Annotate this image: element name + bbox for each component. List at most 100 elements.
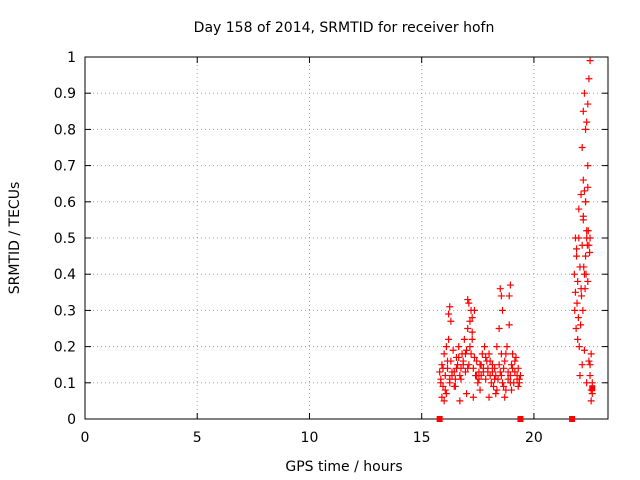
- data-point: [506, 372, 514, 380]
- data-point: [584, 183, 592, 191]
- data-point: [463, 390, 471, 398]
- data-point: [575, 343, 583, 351]
- data-point: [582, 198, 590, 206]
- data-point: [464, 296, 472, 304]
- data-point: [495, 361, 503, 369]
- data-point: [438, 361, 446, 369]
- data-point: [438, 393, 446, 401]
- data-point: [491, 375, 499, 383]
- y-tick-label: 0.5: [54, 231, 76, 247]
- data-point: [487, 379, 495, 387]
- data-point: [482, 375, 490, 383]
- data-point: [484, 364, 492, 372]
- data-point: [574, 314, 582, 322]
- data-point: [499, 306, 507, 314]
- data-point: [473, 357, 481, 365]
- data-point: [514, 382, 522, 390]
- y-tick-label: 0: [67, 412, 76, 428]
- data-point: [465, 299, 473, 307]
- data-point: [583, 241, 591, 249]
- data-point: [444, 357, 452, 365]
- data-point: [455, 353, 463, 361]
- data-point: [579, 176, 587, 184]
- x-tick-label: 10: [301, 430, 319, 446]
- data-point: [493, 343, 501, 351]
- data-point: [511, 357, 519, 365]
- data-point: [479, 368, 487, 376]
- data-point: [584, 277, 592, 285]
- data-point: [474, 379, 482, 387]
- data-point: [571, 288, 579, 296]
- data-point: [456, 372, 464, 380]
- data-point: [449, 346, 457, 354]
- data-point: [586, 234, 594, 242]
- data-point-square: [436, 416, 443, 422]
- data-point: [507, 361, 515, 369]
- y-tick-label: 0.9: [54, 86, 76, 102]
- data-point: [585, 75, 593, 83]
- data-point: [502, 350, 510, 358]
- data-point: [469, 393, 477, 401]
- data-point: [578, 292, 586, 300]
- data-point-square: [569, 416, 576, 422]
- data-point: [499, 379, 507, 387]
- data-point: [573, 299, 581, 307]
- data-point: [497, 292, 505, 300]
- data-point: [442, 343, 450, 351]
- y-tick-label: 0.4: [54, 267, 76, 283]
- data-point: [580, 263, 588, 271]
- x-tick-label: 0: [81, 430, 90, 446]
- data-point: [447, 317, 455, 325]
- data-point: [513, 372, 521, 380]
- y-tick-label: 0.2: [54, 340, 76, 356]
- data-point: [441, 386, 449, 394]
- data-point: [455, 343, 463, 351]
- data-point: [451, 382, 459, 390]
- data-point: [509, 364, 517, 372]
- data-point: [507, 386, 515, 394]
- data-point: [461, 350, 469, 358]
- data-point: [582, 252, 590, 260]
- data-point: [442, 390, 450, 398]
- data-point: [572, 325, 580, 332]
- data-point: [573, 245, 581, 253]
- data-point: [466, 317, 474, 325]
- data-point: [464, 364, 472, 372]
- data-point: [582, 125, 590, 133]
- data-point: [490, 382, 498, 390]
- data-point: [579, 107, 587, 115]
- x-tick-label: 15: [413, 430, 431, 446]
- data-point: [515, 375, 523, 383]
- data-point: [504, 368, 512, 376]
- data-point: [468, 328, 476, 336]
- data-point: [574, 335, 582, 343]
- data-point: [575, 205, 583, 213]
- data-point: [500, 364, 508, 372]
- x-axis-title: GPS time / hours: [285, 459, 402, 475]
- data-point: [583, 118, 591, 126]
- data-point: [445, 335, 453, 343]
- point-layer: [436, 57, 596, 422]
- y-tick-label: 0.1: [54, 376, 76, 392]
- data-point: [488, 368, 496, 376]
- data-point: [475, 375, 483, 383]
- data-point: [452, 364, 460, 372]
- x-tick-label: 5: [193, 430, 202, 446]
- data-point: [485, 393, 493, 401]
- data-point: [509, 350, 517, 358]
- data-point: [446, 375, 454, 383]
- data-point: [461, 368, 469, 376]
- data-point: [580, 187, 588, 195]
- data-point: [578, 144, 586, 151]
- chart-title: Day 158 of 2014, SRMTID for receiver hof…: [194, 20, 495, 36]
- data-point: [506, 379, 514, 387]
- data-point: [488, 361, 496, 369]
- data-point: [440, 350, 448, 358]
- y-tick-label: 0.7: [54, 159, 76, 175]
- y-axis-title: SRMTID / TECUs: [7, 182, 23, 295]
- data-point: [448, 368, 456, 376]
- data-point: [578, 361, 586, 369]
- data-point: [581, 285, 589, 293]
- data-point: [584, 100, 592, 108]
- y-tick-label: 0.3: [54, 303, 76, 319]
